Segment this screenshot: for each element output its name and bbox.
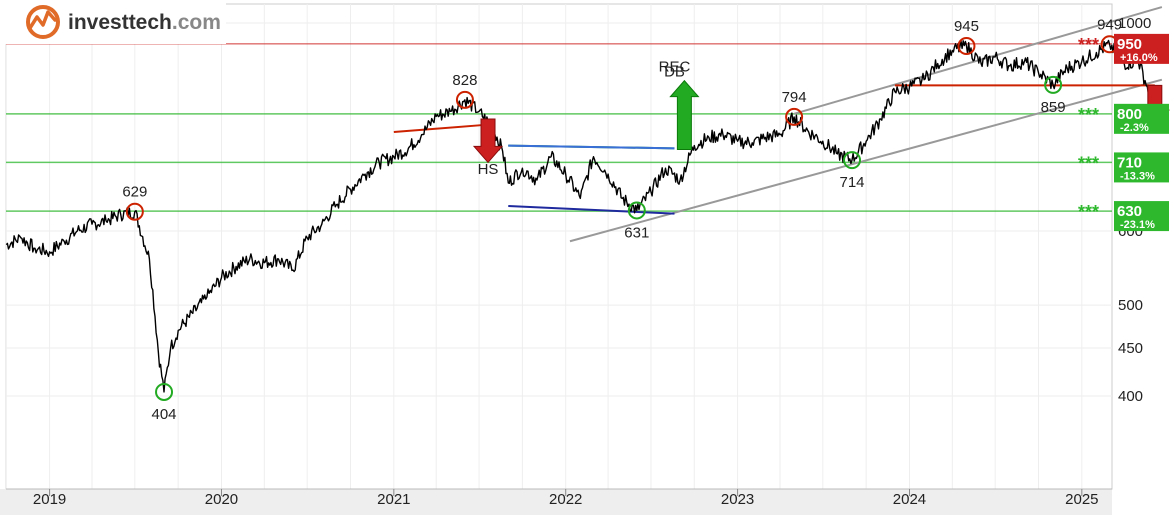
peak-circle [125, 202, 144, 221]
logo-tld: .com [172, 11, 221, 34]
level-stars: *** [1078, 202, 1099, 222]
peak-label: 859 [1041, 99, 1066, 116]
x-tick-label: 2021 [377, 491, 410, 508]
neckline-line [393, 124, 482, 134]
level-value: 630 [1117, 203, 1142, 220]
x-tick-label: 2019 [33, 491, 66, 508]
peak-label: 945 [954, 18, 979, 35]
x-tick-label: 2024 [893, 491, 926, 508]
logo-icon [26, 5, 60, 39]
peak-label: 949 [1097, 16, 1122, 33]
peak-circle [1044, 75, 1063, 94]
peak-markers: 629 404 828 631 794 714 945 859 949 [122, 16, 1122, 423]
peak-label: 631 [624, 224, 649, 241]
level-badge [1114, 103, 1169, 134]
pattern-label: HS [478, 161, 499, 178]
channel-line [508, 204, 675, 215]
level-stars: *** [1078, 105, 1099, 125]
level-badges: *** 950+16.0% *** 800-2.3% *** 710-13.3% *** 63… [1078, 33, 1169, 232]
price-line [5, 39, 1156, 393]
level-badge [1114, 201, 1169, 232]
level-value: 800 [1117, 106, 1142, 123]
level-value: 710 [1117, 154, 1142, 171]
peak-circle [627, 201, 646, 220]
peak-circle [455, 90, 474, 109]
price-series [5, 39, 1156, 393]
x-axis-band [0, 489, 1112, 515]
svg-text:investtech.com: investtech.com [68, 11, 221, 34]
level-percent: -2.3% [1120, 122, 1149, 134]
peak-label: 714 [840, 174, 865, 191]
x-tick-label: 2023 [721, 491, 754, 508]
peak-label: 404 [152, 406, 177, 423]
level-stars: *** [1078, 153, 1099, 173]
logo[interactable]: investtech.com [0, 2, 226, 44]
y-tick-label: 400 [1118, 388, 1143, 405]
x-tick-label: 2022 [549, 491, 582, 508]
level-badge [1114, 33, 1169, 64]
logo-brand: investtech [68, 11, 172, 34]
peak-circle [785, 107, 804, 126]
buy-arrow [669, 79, 700, 150]
level-stars: *** [1078, 35, 1099, 55]
sell-arrow [472, 118, 504, 164]
peak-circle [155, 382, 174, 401]
y-tick-label: 1000 [1118, 15, 1151, 32]
level-percent: -13.3% [1120, 170, 1155, 182]
x-axis: 2019 2020 2021 2022 2023 2024 2025 [0, 488, 1112, 515]
peak-circle [957, 37, 976, 56]
x-tick-label: 2025 [1065, 491, 1098, 508]
level-percent: +16.0% [1120, 52, 1158, 64]
level-percent: -23.1% [1120, 219, 1155, 231]
y-tick-label: 450 [1118, 340, 1143, 357]
y-tick-label: 500 [1118, 297, 1143, 314]
pattern-label: DB [664, 63, 685, 80]
peak-label: 794 [782, 89, 807, 106]
level-badge [1114, 152, 1169, 183]
peak-label: 629 [122, 184, 147, 201]
x-tick-label: 2020 [205, 491, 238, 508]
peak-label: 828 [452, 72, 477, 89]
peak-circle [843, 151, 862, 170]
pattern-label: REC [659, 58, 691, 75]
channel-line [508, 144, 675, 150]
level-value: 950 [1117, 36, 1142, 53]
